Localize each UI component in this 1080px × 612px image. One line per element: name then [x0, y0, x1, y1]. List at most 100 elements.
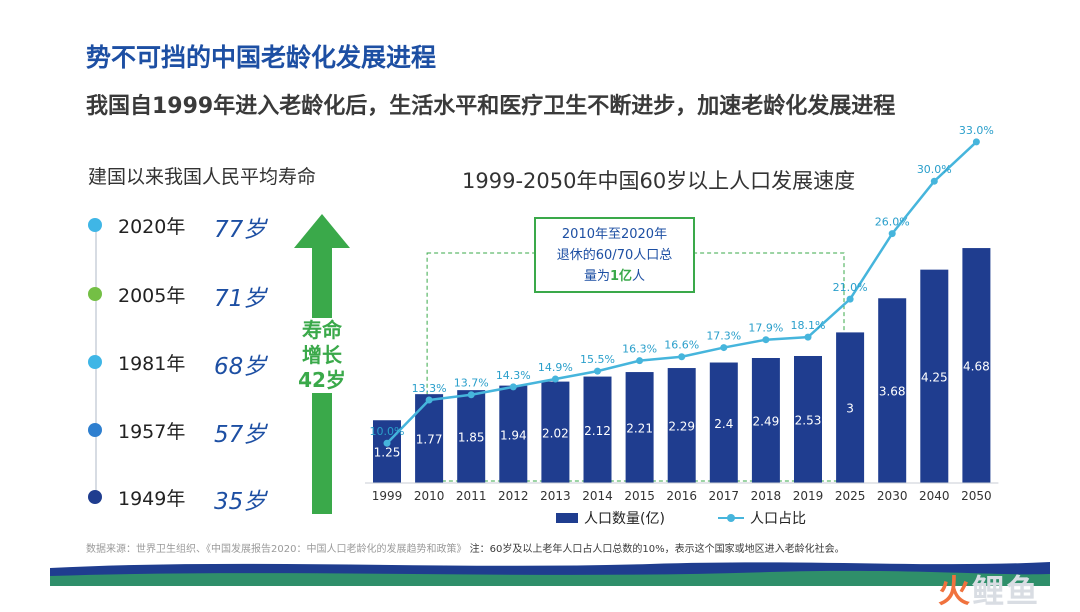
- timeline-year: 1981年: [118, 353, 186, 375]
- x-axis: 1999 2010 2011 2012 2013 2014 2015 2016 2017 2018…: [365, 482, 999, 503]
- x-tick-label: 2018: [751, 489, 782, 503]
- bar: [920, 269, 949, 483]
- bar-value-label: 2.49: [753, 415, 780, 429]
- footer-band-green: [50, 570, 1050, 586]
- bar: [751, 358, 780, 483]
- x-tick-label: 2017: [709, 489, 740, 503]
- line-value-label: 16.6%: [664, 339, 699, 352]
- x-tick-label: 2015: [624, 489, 655, 503]
- line-group: 10.0% 13.3% 13.7% 14.3% 14.9% 15.5% 16.3% 16.6%…: [370, 124, 994, 447]
- legend-bar-label: 人口数量(亿): [584, 511, 665, 527]
- timeline-item: 1949年 35岁: [80, 482, 320, 515]
- line-value-label: 33.0%: [959, 124, 994, 137]
- page-subtitle: 我国自1999年进入老龄化后，生活水平和医疗卫生不断进步，加速老龄化发展进程: [86, 94, 896, 119]
- x-tick-label: 2010: [414, 489, 445, 503]
- bar: [709, 362, 738, 483]
- timeline-dot: [88, 355, 102, 369]
- line-value-label: 13.7%: [454, 377, 489, 390]
- bar: [836, 332, 865, 483]
- line-value-label: 16.3%: [622, 343, 657, 356]
- timeline-age: 57岁: [214, 422, 267, 448]
- annotation-highlight: 1亿: [610, 268, 632, 284]
- x-tick-label: 2013: [540, 489, 571, 503]
- bar-value-label: 4.25: [921, 370, 948, 384]
- watermark-logo: 火鲤鱼: [938, 566, 1040, 612]
- x-tick-label: 2025: [835, 489, 866, 503]
- bar-value-label: 2.12: [584, 424, 611, 438]
- line-point: [383, 439, 391, 447]
- bar: [583, 376, 612, 483]
- line-point: [594, 367, 601, 375]
- x-tick-label: 2030: [877, 489, 908, 503]
- x-tick-label: 1999: [372, 489, 403, 503]
- watermark-first: 火: [938, 572, 973, 610]
- bar-value-label: 1.94: [500, 428, 527, 442]
- annotation-line: 退休的60/70人口总: [557, 247, 672, 263]
- bar: [962, 248, 991, 483]
- line-point: [425, 396, 433, 404]
- bar-value-label: 1.25: [374, 446, 401, 460]
- x-tick-label: 2011: [456, 489, 487, 503]
- x-tick-label: 2050: [961, 489, 992, 503]
- bar-value-label: 1.77: [416, 433, 443, 447]
- bar: [457, 390, 486, 483]
- line-value-label: 17.9%: [748, 322, 783, 335]
- data-source: 数据来源：世界卫生组织、《中国发展报告2020：中国人口老龄化的发展趋势和政策》…: [86, 540, 845, 555]
- legend-bar-swatch: [556, 513, 578, 523]
- growth-arrow-label: 寿命 增长 42岁: [292, 318, 352, 393]
- x-tick-label: 2012: [498, 489, 529, 503]
- line-point: [636, 357, 644, 365]
- timeline-dot: [88, 287, 102, 301]
- page-title: 势不可挡的中国老龄化发展进程: [86, 43, 437, 72]
- bars-group: 1.25 1.77 1.85 1.94 2.02 2.12 2.21 2.29 2.4 2.49 2…: [373, 248, 991, 483]
- bar: [794, 355, 822, 483]
- timeline-item: 2005年 71岁: [80, 279, 320, 312]
- x-tick-label: 2014: [582, 489, 613, 503]
- life-expectancy-timeline: 2020年 77岁 2005年 71岁 1981年 68岁 1957年 57岁 …: [80, 200, 320, 520]
- line-value-label: 30.0%: [917, 163, 952, 176]
- bar-value-label: 2.4: [714, 417, 733, 431]
- bar-value-label: 2.02: [542, 426, 569, 440]
- bar-value-label: 1.85: [458, 431, 485, 445]
- bar: [541, 381, 570, 483]
- annotation-text: 人: [632, 269, 645, 284]
- line-point: [509, 383, 517, 391]
- bar: [625, 372, 654, 483]
- line-value-label: 13.3%: [412, 382, 447, 395]
- line-point: [804, 333, 812, 341]
- bar-value-label: 3: [846, 402, 854, 416]
- timeline-age: 71岁: [214, 286, 267, 312]
- line-value-label: 17.3%: [706, 330, 741, 343]
- footer-band: [50, 562, 1050, 586]
- timeline-year: 2020年: [118, 216, 186, 238]
- legend-line-label: 人口占比: [750, 511, 806, 527]
- bar-value-label: 2.53: [795, 413, 822, 427]
- annotation-line: 量为1亿人: [584, 268, 645, 284]
- line-point: [846, 295, 854, 303]
- timeline-dot: [88, 423, 102, 437]
- bar-value-label: 4.68: [963, 360, 990, 374]
- arrow-label-line: 寿命: [302, 318, 342, 342]
- arrow-label-line: 增长: [302, 343, 342, 367]
- x-tick-label: 2019: [793, 489, 824, 503]
- timeline-year: 1949年: [118, 488, 186, 510]
- line-value-label: 10.0%: [370, 425, 405, 438]
- line-value-label: 18.1%: [791, 319, 826, 332]
- line-point: [888, 230, 896, 238]
- line-point: [467, 391, 475, 399]
- legend-line-dot: [727, 514, 735, 522]
- annotation-line: 2010年至2020年: [562, 227, 667, 242]
- timeline-dot: [88, 490, 102, 504]
- timeline-age: 68岁: [214, 354, 267, 380]
- timeline-age: 35岁: [214, 489, 267, 515]
- line-value-label: 15.5%: [580, 353, 615, 366]
- bar-value-label: 3.68: [879, 385, 906, 399]
- line-point: [762, 336, 770, 344]
- timeline-item: 1957年 57岁: [80, 415, 320, 448]
- bar: [499, 385, 528, 483]
- watermark-rest: 鲤鱼: [972, 572, 1041, 610]
- bar-value-label: 2.29: [668, 420, 695, 434]
- line-value-label: 14.3%: [496, 369, 531, 382]
